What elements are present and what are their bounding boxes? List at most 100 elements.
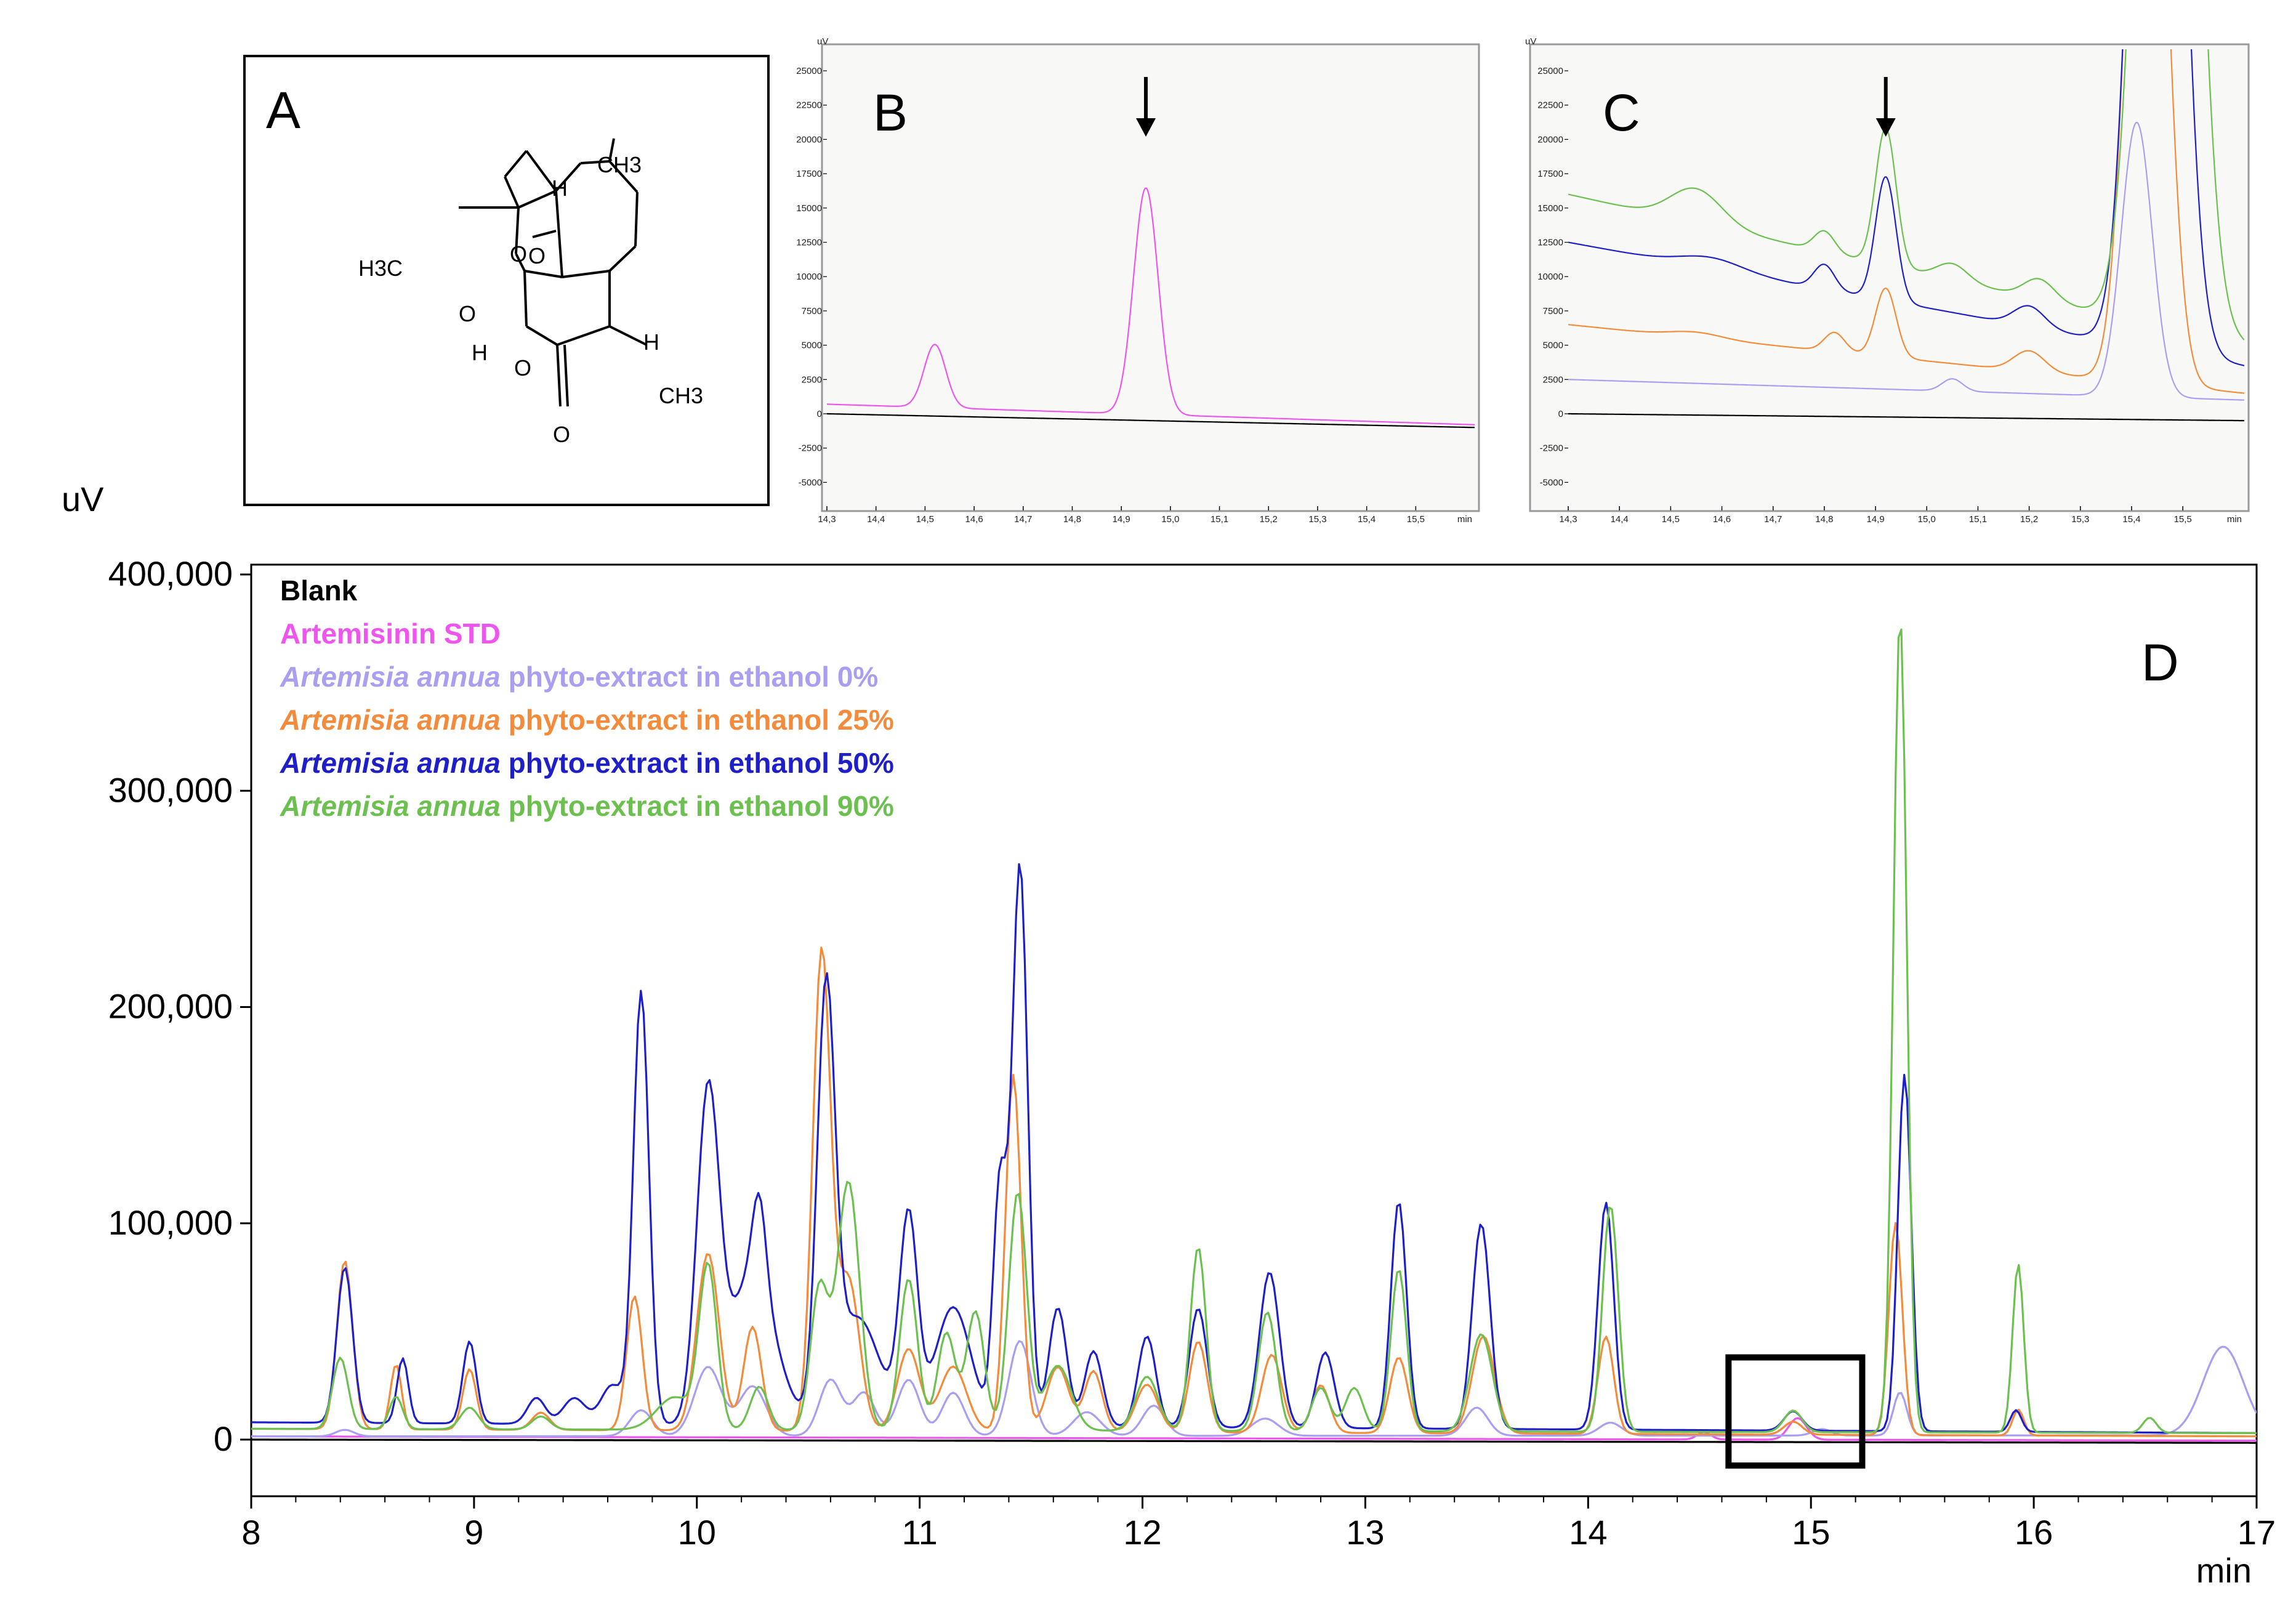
oxygen-label: O — [514, 355, 531, 381]
peak-arrow — [1136, 77, 1156, 137]
x-tick-label: 15,1 — [1210, 514, 1228, 525]
legend-entry-label: phyto-extract in ethanol 90% — [501, 790, 894, 822]
panel-d: 8 9 10 11 12 13 14 15 16 17min0100,000200,000300,… — [62, 480, 2276, 1590]
y-tick-label: 17500 — [796, 169, 822, 179]
ch3-top-label: CH3 — [597, 152, 642, 177]
panel-c-chart: 14,3 14,4 14,5 14,6 14,7 14,8 14,9 15,0 15,1 15,2… — [1525, 36, 2244, 525]
x-tick-label: 15 — [1792, 1513, 1830, 1552]
x-axis-label: min — [2196, 1551, 2252, 1590]
series-line-blank — [251, 1438, 2257, 1444]
plot-area-frame — [250, 563, 2258, 1497]
panel-b-letter: B — [873, 84, 908, 142]
legend-entry: Artemisinin STD — [280, 618, 501, 650]
y-tick-label: 20000 — [1537, 134, 1563, 145]
panel-a-frame — [243, 55, 770, 506]
x-tick-label: 15,3 — [2071, 514, 2089, 525]
series-line-artemisia-annua-phyto-extract-in-ethanol-0- — [1568, 121, 2244, 401]
legend-entry-species: Artemisia annua — [280, 704, 501, 736]
y-tick-label: 22500 — [1537, 100, 1563, 111]
legend-entry-label: phyto-extract in ethanol 0% — [501, 661, 878, 693]
x-tick-label: 15,2 — [2020, 514, 2038, 525]
series-line-artemisia-annua-phyto-extract-in-ethanol-25- — [1568, 49, 2244, 394]
x-tick-label: 14,4 — [1611, 514, 1629, 525]
x-tick-label: 14,9 — [1866, 514, 1884, 525]
y-tick-label: 400,000 — [108, 554, 233, 593]
series-group — [827, 187, 1475, 429]
x-tick-label: 14,8 — [1815, 514, 1833, 525]
panel-b-frame — [821, 43, 1480, 512]
y-tick-label: -5000 — [1540, 477, 1563, 488]
y-tick-label: 10000 — [1537, 272, 1563, 282]
y-tick-label: 5000 — [802, 341, 822, 351]
y-tick-label: 2500 — [1543, 374, 1563, 385]
arrow-head — [1136, 118, 1156, 137]
series-line-artemisia-annua-phyto-extract-in-ethanol-50- — [1568, 49, 2244, 366]
panel-b: 14,3 14,4 14,5 14,6 14,7 14,8 14,9 15,0 15,1 15,2… — [796, 36, 1480, 525]
oxygen-label: O — [510, 241, 527, 267]
x-axis-label: min — [2227, 514, 2242, 525]
x-axis: 14,3 14,4 14,5 14,6 14,7 14,8 14,9 15,0 15,1 15,2… — [818, 506, 1472, 525]
y-tick-label: 22500 — [796, 100, 822, 111]
legend-entry-species: Artemisia annua — [280, 661, 501, 693]
y-tick-label: 200,000 — [108, 987, 233, 1026]
legend-entry-species: Artemisia annua — [280, 747, 501, 779]
y-tick-label: 12500 — [796, 238, 822, 248]
legend-entry: Artemisia annua phyto-extract in ethanol… — [280, 704, 894, 736]
panel-b-chart: 14,3 14,4 14,5 14,6 14,7 14,8 14,9 15,0 15,1 15,2… — [796, 36, 1475, 525]
x-tick-label: 15,0 — [1161, 514, 1179, 525]
x-tick-label: 15,2 — [1260, 514, 1278, 525]
peak-arrow — [1875, 77, 1896, 137]
x-tick-label: 14 — [1569, 1513, 1607, 1552]
x-tick-label: 14,5 — [916, 514, 934, 525]
y-tick-label: 12500 — [1537, 238, 1563, 248]
x-tick-label: 15,4 — [1358, 514, 1376, 525]
y-tick-label: 15000 — [796, 203, 822, 214]
x-tick-label: 14,9 — [1113, 514, 1130, 525]
y-tick-label: 2500 — [802, 374, 822, 385]
x-tick-label: 8 — [241, 1513, 260, 1552]
panel-a: A CH3 — [243, 55, 770, 506]
y-tick-label: 0 — [214, 1419, 233, 1458]
hydrogen-label: H — [552, 175, 568, 201]
y-tick-label: 0 — [1558, 409, 1563, 419]
y-tick-label: 100,000 — [108, 1203, 233, 1242]
panel-d-chart: 8 9 10 11 12 13 14 15 16 17min0100,000200,000300,… — [62, 480, 2276, 1590]
y-tick-label: -5000 — [799, 477, 822, 488]
x-tick-label: 15,1 — [1969, 514, 1987, 525]
x-tick-label: 14,6 — [1713, 514, 1731, 525]
series-line-blank — [827, 413, 1475, 429]
panel-c-letter: C — [1603, 84, 1640, 142]
legend: Blank Artemisinin STD Artemisia annua phyt… — [280, 574, 894, 822]
y-axis-label: uV — [62, 480, 104, 518]
x-tick-label: 14,4 — [867, 514, 885, 525]
legend-entry-species: Artemisia annua — [280, 790, 501, 822]
panel-c: 14,3 14,4 14,5 14,6 14,7 14,8 14,9 15,0 15,1 15,2… — [1525, 36, 2250, 525]
x-tick-label: 14,3 — [818, 514, 836, 525]
x-tick-label: 15,5 — [2174, 514, 2192, 525]
x-tick-label: 9 — [464, 1513, 483, 1552]
y-tick-label: 20000 — [796, 134, 822, 145]
panel-a-letter: A — [266, 81, 300, 139]
panel-d-letter: D — [2141, 634, 2179, 691]
y-axis-label: uV — [817, 36, 828, 47]
y-tick-label: 17500 — [1537, 169, 1563, 179]
y-axis: -5000 -2500 0 2500 5000 7500 10000 12500 15000 17… — [796, 36, 828, 488]
x-tick-label: 17 — [2238, 1513, 2276, 1552]
hydrogen-label: H — [472, 340, 488, 365]
ch3-right-label: CH3 — [659, 383, 703, 408]
y-tick-label: 7500 — [1543, 306, 1563, 316]
structure-labels: CH3 H3C O O O O O H H H CH3 — [358, 152, 703, 447]
x-tick-label: 10 — [678, 1513, 716, 1552]
y-tick-label: 10000 — [796, 272, 822, 282]
zoom-region-box — [1725, 1354, 1866, 1469]
legend-entry: Artemisia annua phyto-extract in ethanol… — [280, 790, 894, 822]
legend-entry: Artemisia annua phyto-extract in ethanol… — [280, 747, 894, 779]
y-tick-label: 15000 — [1537, 203, 1563, 214]
oxygen-label: O — [553, 422, 570, 447]
y-tick-label: 300,000 — [108, 770, 233, 809]
oxygen-label: O — [459, 301, 476, 326]
x-tick-label: 14,8 — [1063, 514, 1081, 525]
